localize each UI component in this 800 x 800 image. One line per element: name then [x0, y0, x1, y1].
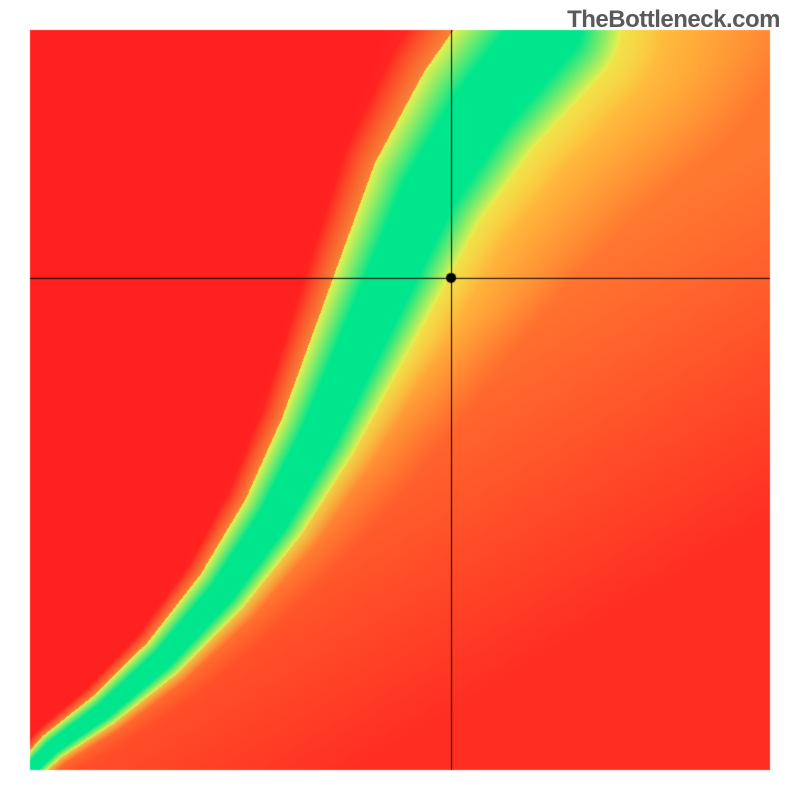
chart-container: TheBottleneck.com — [0, 0, 800, 800]
heatmap-canvas — [0, 0, 800, 800]
watermark-text: TheBottleneck.com — [567, 6, 780, 34]
